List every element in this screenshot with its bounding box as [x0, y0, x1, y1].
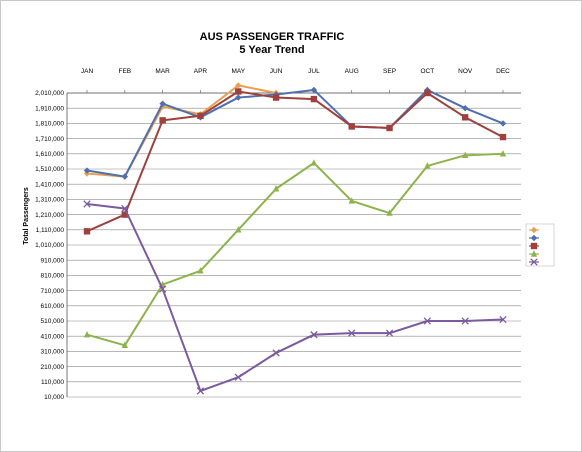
gridlines: [67, 92, 521, 398]
x-tick-label: JUN: [270, 68, 283, 75]
series-3: [83, 88, 507, 235]
y-tick-label: 910,000: [41, 257, 65, 264]
y-tick-label: 110,000: [41, 379, 64, 386]
y-tick-label: 1,810,000: [35, 121, 64, 128]
data-point: [499, 120, 507, 127]
series-4: [83, 150, 507, 349]
y-axis-label: Total Passengers: [23, 187, 30, 245]
data-point: [461, 151, 469, 159]
data-point: [499, 150, 507, 157]
data-point: [197, 267, 204, 274]
y-tick-label: 10,000: [44, 394, 64, 401]
data-point: [530, 250, 538, 257]
data-point: [499, 133, 507, 141]
data-point: [121, 211, 129, 218]
data-point: [121, 204, 129, 213]
data-point: [121, 341, 129, 349]
data-point: [385, 329, 394, 337]
x-tick-label: AUG: [345, 68, 359, 75]
data-point: [310, 331, 318, 339]
data-point: [310, 95, 318, 103]
y-tick-label: 1,010,000: [35, 242, 64, 249]
y-tick-label: 1,610,000: [35, 151, 64, 158]
series-line: [86, 84, 277, 178]
x-tick-label: FEB: [118, 68, 131, 75]
x-tick-label: APR: [194, 68, 208, 75]
y-tick-label: 1,510,000: [35, 166, 64, 173]
data-point: [310, 159, 318, 166]
chart-subtitle: 5 Year Trend: [239, 44, 304, 56]
data-point: [159, 100, 166, 107]
data-point: [461, 105, 469, 112]
data-point: [461, 317, 469, 325]
data-point: [158, 285, 167, 293]
data-point: [234, 373, 242, 381]
data-point: [348, 329, 356, 337]
y-tick-label: 1,710,000: [35, 136, 64, 143]
data-point: [196, 387, 205, 395]
legend: [525, 223, 555, 267]
series-2: [83, 86, 507, 180]
y-tick-label: 1,910,000: [35, 105, 64, 112]
data-point: [310, 86, 318, 94]
data-point: [83, 200, 91, 208]
data-point: [272, 185, 280, 192]
x-tick-label: SEP: [383, 68, 396, 75]
y-tick-label: 510,000: [41, 318, 65, 325]
y-tick-label: 1,410,000: [35, 181, 64, 188]
data-point: [272, 94, 280, 101]
data-point: [83, 228, 91, 235]
y-tick-label: 810,000: [41, 273, 65, 280]
data-point: [83, 167, 91, 174]
data-point: [159, 117, 166, 124]
data-point: [272, 349, 280, 357]
y-tick-label: 610,000: [41, 303, 65, 310]
x-tick-label: MAY: [231, 68, 245, 75]
x-tick-label: MAR: [155, 68, 170, 75]
data-point: [235, 94, 242, 101]
data-point: [424, 89, 431, 97]
series-line: [86, 90, 504, 233]
data-point: [386, 124, 393, 132]
x-tick-label: NOV: [458, 68, 473, 75]
data-point: [530, 258, 538, 266]
data-point: [83, 330, 91, 338]
data-point: [423, 317, 432, 325]
data-point: [530, 242, 538, 250]
data-point: [424, 162, 431, 169]
y-tick-label: 310,000: [41, 349, 65, 356]
data-point: [386, 209, 393, 216]
series-line: [86, 202, 504, 392]
data-point: [235, 88, 242, 95]
x-tick-label: OCT: [420, 68, 434, 75]
x-tick-label: JAN: [81, 68, 94, 75]
data-point: [530, 234, 538, 242]
chart-title: AUS PASSENGER TRAFFIC: [200, 31, 345, 43]
data-point: [348, 123, 355, 130]
data-point: [197, 112, 204, 119]
x-tick-label: JUL: [308, 68, 320, 75]
y-tick-label: 1,210,000: [35, 212, 64, 219]
data-point: [235, 82, 242, 89]
y-tick-label: 1,110,000: [36, 227, 65, 234]
series-line: [86, 88, 504, 178]
data-point: [499, 315, 507, 324]
data-point: [348, 197, 355, 204]
series-line: [86, 152, 504, 347]
y-tick-label: 2,010,000: [35, 90, 64, 97]
y-tick-label: 1,310,000: [35, 197, 64, 204]
axes: 10,000 110,000 210,000 310,000 410,000 510,00…: [35, 68, 521, 401]
y-tick-label: 410,000: [41, 333, 65, 340]
data-point: [235, 226, 242, 233]
data-point: [461, 114, 469, 121]
x-tick-label: DEC: [496, 68, 510, 75]
data-point: [121, 173, 129, 180]
series-5: [83, 200, 507, 395]
data-point: [530, 226, 538, 234]
y-tick-label: 710,000: [41, 288, 65, 295]
series-layer: [83, 82, 507, 395]
y-tick-label: 210,000: [41, 364, 65, 371]
